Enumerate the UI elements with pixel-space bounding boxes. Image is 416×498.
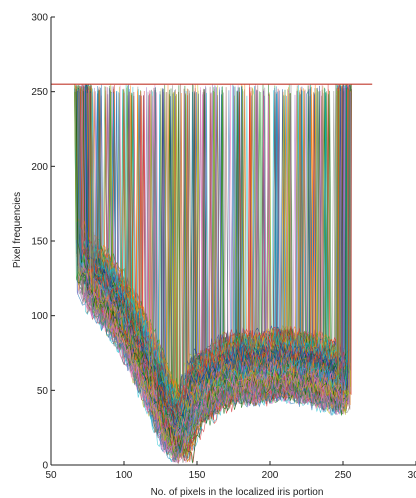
axis-layer: 50100150200250300050100150200250300: [31, 13, 416, 481]
series-line: [90, 88, 342, 462]
y-tick-label: 300: [31, 13, 48, 24]
x-tick-label: 100: [116, 470, 133, 481]
series-line: [91, 86, 340, 452]
y-tick-label: 0: [42, 461, 48, 472]
series-line: [74, 84, 339, 456]
x-tick-label: 300: [408, 470, 416, 481]
y-tick-label: 200: [31, 162, 48, 173]
y-tick-label: 150: [31, 237, 48, 248]
x-tick-label: 200: [262, 470, 279, 481]
x-axis-label: No. of pixels in the localized iris port…: [151, 487, 324, 498]
series-line: [88, 89, 351, 454]
y-tick-label: 100: [31, 311, 48, 322]
y-axis-label: Pixel frequencies: [12, 192, 23, 268]
y-tick-label: 50: [37, 386, 49, 397]
series-line: [78, 85, 347, 437]
y-tick-label: 250: [31, 87, 48, 98]
x-tick-label: 250: [335, 470, 352, 481]
x-tick-label: 150: [189, 470, 206, 481]
x-tick-label: 50: [45, 470, 57, 481]
series-line: [78, 85, 343, 413]
series-line: [91, 84, 345, 432]
series-layer: [74, 84, 352, 465]
series-line: [84, 85, 345, 451]
series-line: [80, 85, 349, 420]
series-line: [75, 88, 344, 453]
